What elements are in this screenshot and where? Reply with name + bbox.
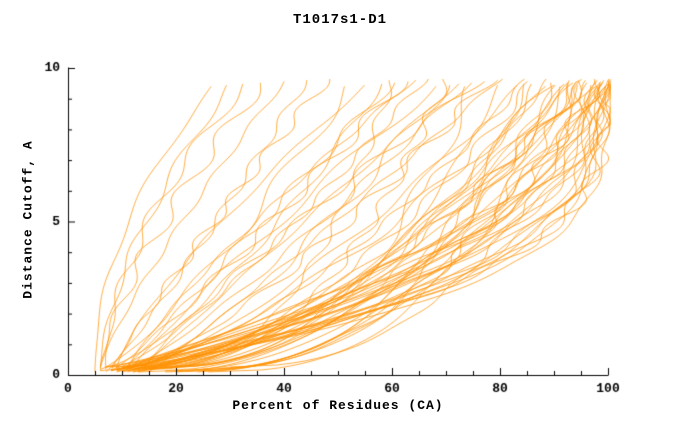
- chart-title: T1017s1-D1: [292, 12, 387, 28]
- x-axis-label: Percent of Residues (CA): [232, 398, 444, 413]
- y-axis-label: Distance Cutoff, A: [20, 140, 36, 299]
